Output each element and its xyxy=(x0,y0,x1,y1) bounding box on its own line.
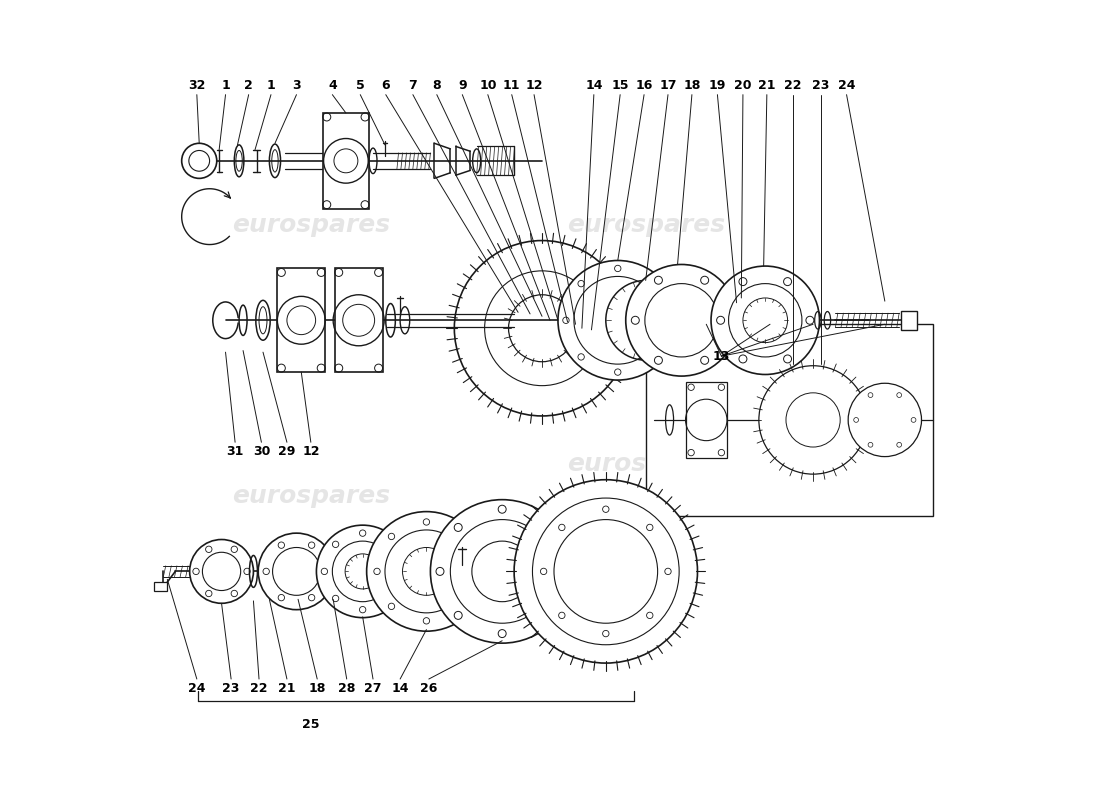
Text: 29: 29 xyxy=(278,446,296,458)
Text: 20: 20 xyxy=(734,78,751,91)
Text: 23: 23 xyxy=(813,78,829,91)
Bar xyxy=(277,269,326,372)
Text: 32: 32 xyxy=(188,78,206,91)
Text: 22: 22 xyxy=(784,78,802,91)
Circle shape xyxy=(258,533,334,610)
Text: 10: 10 xyxy=(480,78,496,91)
Text: 19: 19 xyxy=(708,78,726,91)
Circle shape xyxy=(430,500,574,643)
Circle shape xyxy=(189,539,253,603)
Circle shape xyxy=(558,261,678,380)
Text: 2: 2 xyxy=(244,78,253,91)
Text: 21: 21 xyxy=(758,78,776,91)
Text: 3: 3 xyxy=(293,78,300,91)
Text: 1: 1 xyxy=(221,78,230,91)
Text: 27: 27 xyxy=(364,682,382,695)
Text: 13: 13 xyxy=(713,350,730,362)
Text: 18: 18 xyxy=(308,682,326,695)
Text: 12: 12 xyxy=(526,78,542,91)
Text: 14: 14 xyxy=(585,78,603,91)
Bar xyxy=(685,382,727,458)
Bar xyxy=(646,324,933,515)
Circle shape xyxy=(514,480,697,663)
Text: 24: 24 xyxy=(188,682,206,695)
Text: 11: 11 xyxy=(503,78,520,91)
Text: 15: 15 xyxy=(612,78,629,91)
Text: 24: 24 xyxy=(838,78,856,91)
Text: 9: 9 xyxy=(458,78,466,91)
Text: 28: 28 xyxy=(338,682,355,695)
Text: 16: 16 xyxy=(636,78,652,91)
Circle shape xyxy=(711,266,820,374)
Bar xyxy=(901,310,916,330)
Circle shape xyxy=(626,265,737,376)
Circle shape xyxy=(848,383,922,457)
Text: 17: 17 xyxy=(659,78,676,91)
Text: 7: 7 xyxy=(408,78,417,91)
Text: 18: 18 xyxy=(683,78,701,91)
Text: eurospares: eurospares xyxy=(566,213,725,237)
Text: eurospares: eurospares xyxy=(566,452,725,476)
Text: 30: 30 xyxy=(253,446,271,458)
Text: 5: 5 xyxy=(356,78,364,91)
Bar xyxy=(334,269,383,372)
Text: 6: 6 xyxy=(382,78,390,91)
Circle shape xyxy=(182,143,217,178)
Circle shape xyxy=(759,366,867,474)
Text: 22: 22 xyxy=(251,682,267,695)
Text: eurospares: eurospares xyxy=(232,213,389,237)
Text: 25: 25 xyxy=(302,718,320,731)
Bar xyxy=(154,582,166,591)
Text: 12: 12 xyxy=(302,446,320,458)
Text: eurospares: eurospares xyxy=(783,486,906,505)
Text: eurospares: eurospares xyxy=(232,484,389,508)
Text: 31: 31 xyxy=(227,446,244,458)
Bar xyxy=(322,113,368,209)
Text: 26: 26 xyxy=(420,682,438,695)
Text: 21: 21 xyxy=(278,682,296,695)
Text: 4: 4 xyxy=(328,78,337,91)
Text: 23: 23 xyxy=(222,682,240,695)
Text: 1: 1 xyxy=(266,78,275,91)
Text: 8: 8 xyxy=(432,78,441,91)
Text: 14: 14 xyxy=(392,682,409,695)
Circle shape xyxy=(366,512,486,631)
Circle shape xyxy=(317,525,409,618)
